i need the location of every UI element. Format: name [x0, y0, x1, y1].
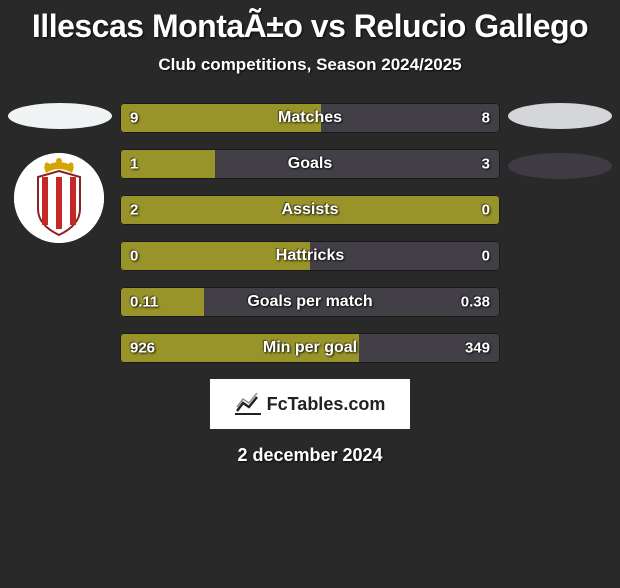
- stat-bar-right: [215, 149, 500, 179]
- stat-value-right: 0: [482, 248, 490, 265]
- stat-label: Hattricks: [276, 247, 344, 265]
- stat-value-left: 2: [130, 202, 138, 219]
- left-team-ellipse: [8, 103, 112, 129]
- stat-value-left: 926: [130, 340, 155, 357]
- stat-value-right: 0: [482, 202, 490, 219]
- stat-value-right: 8: [482, 110, 490, 127]
- right-team-ellipse-2: [508, 153, 612, 179]
- stat-row: Goals per match 0.11 0.38: [120, 287, 500, 317]
- stat-row: Goals 1 3: [120, 149, 500, 179]
- stat-label: Matches: [278, 109, 342, 127]
- stat-value-left: 0: [130, 248, 138, 265]
- stat-value-left: 9: [130, 110, 138, 127]
- right-column: [508, 103, 612, 203]
- stat-row: Assists 2 0: [120, 195, 500, 225]
- brand-logo-icon: [235, 393, 261, 415]
- stat-value-right: 0.38: [461, 294, 490, 311]
- left-column: [8, 103, 112, 243]
- comparison-panel: Matches 9 8 Goals 1 3 Assists 2 0 Hattricks 0 0 Goal…: [0, 103, 620, 466]
- brand-badge[interactable]: FcTables.com: [210, 379, 410, 429]
- stat-label: Goals per match: [247, 293, 372, 311]
- stat-row: Min per goal 926 349: [120, 333, 500, 363]
- left-team-crest: [14, 153, 104, 243]
- stat-label: Assists: [282, 201, 339, 219]
- right-team-ellipse-1: [508, 103, 612, 129]
- stat-value-right: 3: [482, 156, 490, 173]
- page-title: Illescas MontaÃ±o vs Relucio Gallego: [0, 8, 620, 45]
- stat-value-right: 349: [465, 340, 490, 357]
- date-text: 2 december 2024: [0, 445, 620, 466]
- stat-label: Goals: [288, 155, 332, 173]
- stat-label: Min per goal: [263, 339, 357, 357]
- stat-row: Hattricks 0 0: [120, 241, 500, 271]
- stat-bars: Matches 9 8 Goals 1 3 Assists 2 0 Hattricks 0 0 Goal…: [120, 103, 500, 363]
- stat-value-left: 0.11: [130, 294, 158, 311]
- brand-text: FcTables.com: [267, 394, 386, 415]
- page-subtitle: Club competitions, Season 2024/2025: [0, 55, 620, 75]
- stat-value-left: 1: [130, 156, 138, 173]
- stat-bar-right: [321, 103, 500, 133]
- stat-row: Matches 9 8: [120, 103, 500, 133]
